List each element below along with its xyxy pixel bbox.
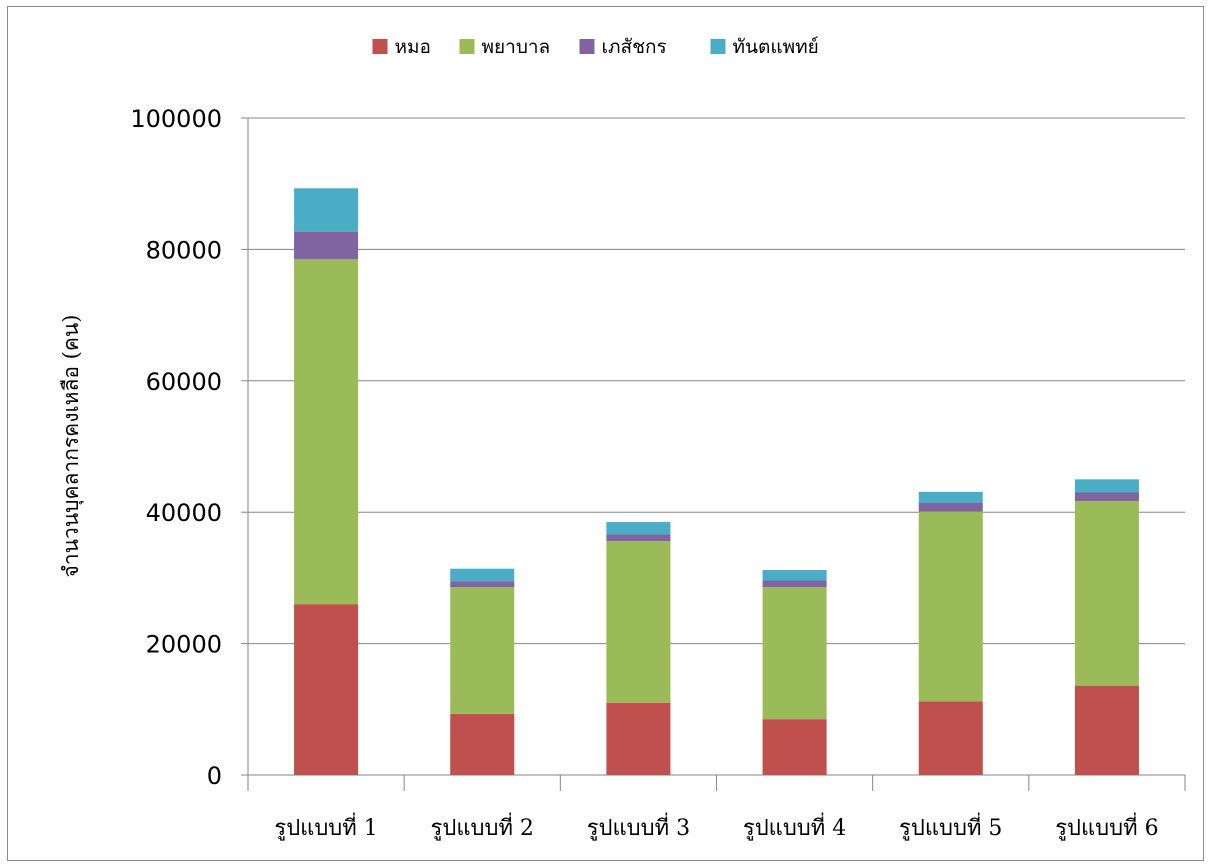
bar-segment [450, 587, 515, 714]
bar-segment [294, 231, 359, 260]
y-axis-label: จำนวนบุคลากรคงเหลือ (คน) [59, 315, 84, 578]
y-tick-label: 80000 [146, 236, 222, 264]
legend-swatch [579, 39, 595, 54]
bar-segment [294, 188, 359, 232]
bar-segment [1074, 492, 1139, 502]
bar-segment [1074, 479, 1139, 493]
bar-segment [918, 503, 983, 512]
legend-label: หมอ [395, 36, 431, 58]
x-tick-label: รูปแบบที่ 6 [1055, 812, 1158, 841]
legend-label: เภสัชกร [602, 36, 667, 58]
bar-segment [294, 604, 359, 775]
bar-segment [762, 570, 827, 581]
legend-label: พยาบาล [482, 36, 551, 58]
gridlines [248, 117, 1185, 645]
y-tick-label: 0 [207, 762, 222, 790]
x-tick-label: รูปแบบที่ 3 [587, 812, 690, 841]
bar-segment [918, 491, 983, 504]
legend-swatch [710, 39, 726, 54]
legend-swatch [372, 39, 388, 54]
bar-segment [1074, 685, 1139, 775]
x-tick-labels: รูปแบบที่ 1 รูปแบบที่ 2 รูปแบบที่ 3 รูปแบบท… [274, 812, 1158, 841]
x-tick-label: รูปแบบที่ 5 [899, 812, 1002, 841]
legend: หมอ พยาบาล เภสัชกร ทันตแพทย์ [372, 36, 819, 58]
legend-label: ทันตแพทย์ [733, 36, 819, 58]
bar-segment [918, 511, 983, 702]
bar-segment [450, 581, 515, 588]
y-tick-label: 60000 [146, 368, 222, 396]
bar-segment [1074, 501, 1139, 686]
bar-segment [762, 719, 827, 775]
chart-frame [7, 6, 1204, 861]
bar-segment [606, 541, 671, 703]
bar-segment [918, 701, 983, 775]
bar-segment [606, 702, 671, 775]
bar-segment [606, 534, 671, 542]
bar-segment [762, 580, 827, 588]
x-tick-label: รูปแบบที่ 2 [431, 812, 534, 841]
y-tick-label: 20000 [146, 631, 222, 659]
legend-swatch [459, 39, 475, 54]
bar-segment [450, 568, 515, 582]
y-tick-label: 40000 [146, 499, 222, 527]
bars [294, 188, 1139, 775]
bar-segment [606, 522, 671, 535]
x-tick-label: รูปแบบที่ 1 [274, 812, 377, 841]
x-tick-label: รูปแบบที่ 4 [743, 812, 846, 841]
bar-segment [762, 587, 827, 720]
bar-segment [450, 713, 515, 775]
axes [241, 117, 1186, 791]
bar-segment [294, 259, 359, 605]
y-tick-label: 100000 [130, 105, 222, 133]
y-tick-labels: 0 20000 40000 60000 80000 100000 [130, 105, 222, 790]
